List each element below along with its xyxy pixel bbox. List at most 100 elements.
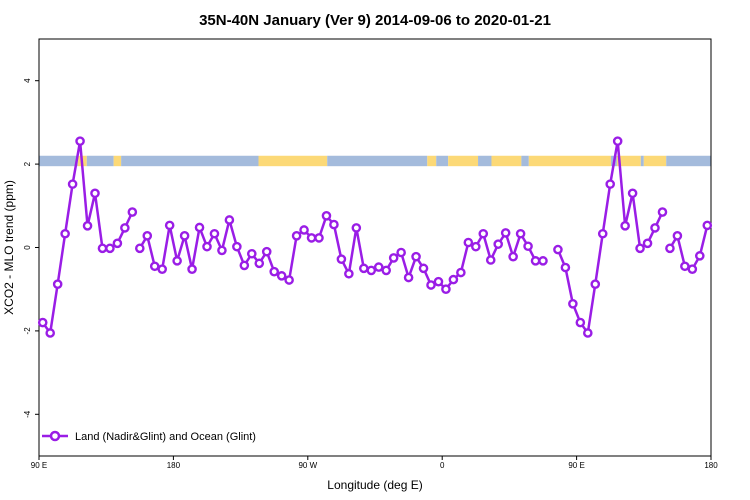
data-point — [575, 317, 586, 328]
data-point — [194, 222, 205, 233]
data-point — [456, 267, 466, 278]
data-point — [321, 211, 332, 221]
y-tick-label: -2 — [23, 327, 32, 335]
data-point — [605, 179, 616, 189]
data-point — [217, 245, 227, 256]
data-point — [403, 272, 414, 283]
data-point — [657, 207, 668, 217]
data-point — [523, 241, 533, 252]
land-band-segment — [616, 155, 641, 167]
data-point — [358, 263, 369, 274]
x-tick-label: 180 — [704, 461, 718, 470]
data-point — [515, 228, 526, 239]
y-tick-label: 2 — [23, 161, 32, 166]
data-point — [568, 298, 578, 309]
y-tick-label: 4 — [23, 78, 32, 83]
data-point — [45, 328, 56, 338]
data-point — [478, 228, 489, 239]
data-series — [37, 136, 713, 338]
land-band-segment — [491, 155, 522, 167]
legend-marker-swatch — [49, 430, 61, 442]
data-point — [411, 251, 421, 262]
data-point — [254, 258, 265, 269]
land-band-segment — [528, 155, 611, 167]
data-point — [433, 276, 444, 287]
data-point — [650, 223, 660, 233]
data-point — [500, 228, 511, 238]
data-point — [366, 265, 377, 276]
ocean-band-segment — [436, 155, 449, 167]
data-point — [299, 225, 309, 235]
data-point — [508, 251, 518, 262]
data-point — [627, 188, 638, 199]
data-point — [672, 231, 683, 241]
y-tick-label: 0 — [23, 245, 32, 250]
data-point — [612, 136, 623, 146]
data-point — [463, 237, 474, 248]
data-point — [246, 248, 257, 259]
data-point — [538, 256, 548, 266]
data-point — [209, 228, 220, 239]
ocean-band-segment — [478, 155, 492, 167]
data-point — [702, 220, 713, 231]
series-line-segment — [41, 139, 134, 335]
legend: Land (Nadir&Glint) and Ocean (Glint) — [42, 430, 256, 443]
ocean-band-segment — [327, 155, 428, 167]
data-point — [67, 179, 78, 189]
x-tick-label: 0 — [440, 461, 445, 470]
y-axis: -4 -2 0 2 4 — [23, 78, 39, 418]
data-point — [291, 231, 302, 241]
data-point — [127, 207, 138, 217]
x-axis: 90 E 180 90 W 0 90 E 180 — [31, 456, 718, 470]
data-point — [112, 238, 123, 249]
data-point — [261, 246, 272, 257]
data-point — [553, 244, 563, 255]
data-point — [97, 243, 108, 254]
x-tick-label: 180 — [167, 461, 181, 470]
data-point — [105, 243, 115, 254]
data-point — [336, 254, 347, 264]
data-point — [314, 233, 324, 243]
data-point — [232, 241, 242, 252]
data-point — [388, 253, 399, 263]
data-point — [157, 264, 167, 274]
data-point — [269, 266, 280, 277]
data-point — [351, 223, 362, 233]
data-point — [642, 238, 653, 249]
data-point — [373, 262, 384, 272]
data-point — [665, 243, 675, 254]
ocean-band-segment — [86, 155, 114, 167]
data-point — [560, 262, 571, 273]
surface-band — [39, 155, 711, 167]
data-point — [695, 251, 705, 261]
x-tick-label: 90 W — [298, 461, 317, 470]
data-point — [597, 228, 608, 239]
legend-label: Land (Nadir&Glint) and Ocean (Glint) — [75, 431, 256, 443]
data-point — [396, 247, 406, 258]
data-point — [149, 261, 160, 272]
land-band-segment — [448, 155, 479, 167]
data-point — [583, 328, 593, 338]
land-band-segment — [258, 155, 328, 167]
data-point — [276, 271, 287, 281]
data-point — [590, 279, 601, 289]
data-point — [485, 255, 496, 265]
data-point — [37, 317, 48, 328]
data-point — [90, 188, 100, 199]
data-point — [680, 261, 690, 272]
chart-title: 35N-40N January (Ver 9) 2014-09-06 to 20… — [199, 12, 551, 29]
data-point — [75, 136, 85, 146]
data-point — [448, 274, 459, 285]
x-tick-label: 90 E — [31, 461, 47, 470]
data-point — [329, 219, 339, 230]
data-point — [60, 228, 70, 239]
data-point — [426, 280, 436, 290]
data-point — [134, 243, 145, 254]
data-point — [239, 260, 250, 271]
land-band-segment — [113, 155, 122, 167]
ocean-band-segment — [521, 155, 529, 167]
data-point — [470, 241, 481, 252]
data-point — [187, 264, 197, 274]
data-point — [82, 221, 93, 231]
